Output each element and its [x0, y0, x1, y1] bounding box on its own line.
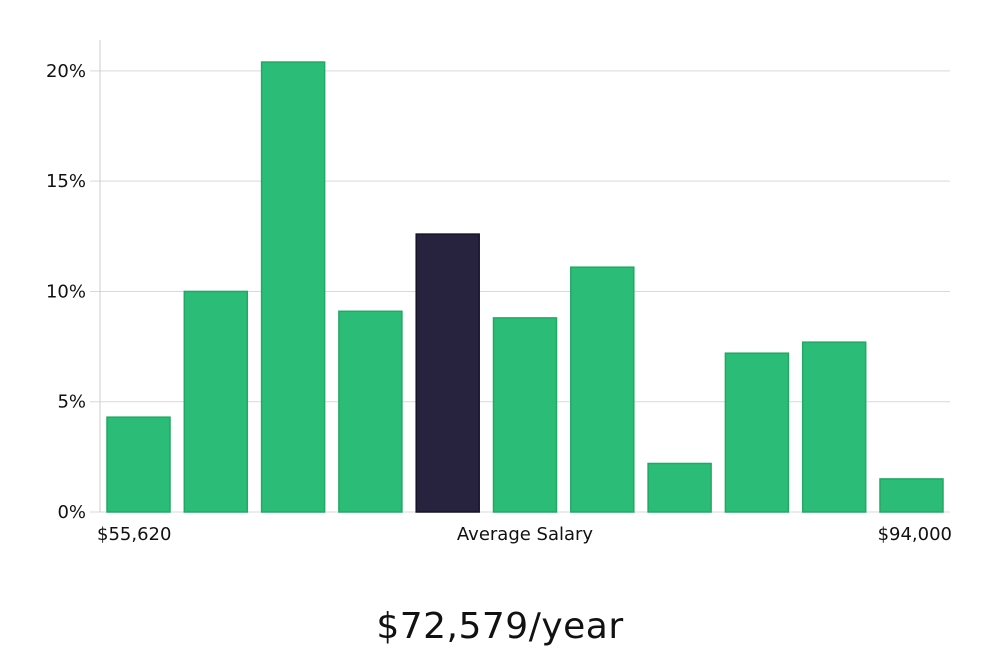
bar-9 [801, 341, 867, 513]
bar-1 [183, 290, 249, 513]
x-axis-title: Average Salary [457, 524, 594, 545]
x-max-label: $94,000 [878, 524, 952, 545]
y-tick-label-0: 0% [57, 502, 86, 523]
average-salary-value: $72,579/year [376, 606, 624, 647]
bar-average-highlight [415, 233, 480, 513]
bar-2 [260, 61, 326, 513]
bar-5 [492, 317, 558, 513]
bar-7 [647, 462, 712, 513]
bars [106, 61, 944, 513]
x-min-label: $55,620 [97, 524, 171, 545]
salary-histogram: 0% 5% 10% 15% 20% $55,620 Average Salary $94… [46, 40, 952, 545]
bar-6 [570, 266, 635, 513]
bar-10 [879, 478, 944, 513]
bar-8 [724, 352, 790, 513]
y-tick-label-15: 15% [46, 171, 86, 192]
bar-3 [338, 310, 403, 513]
y-tick-labels: 0% 5% 10% 15% 20% [46, 61, 86, 523]
y-tick-label-5: 5% [57, 392, 86, 413]
y-tick-label-10: 10% [46, 281, 86, 302]
y-tick-label-20: 20% [46, 61, 86, 82]
bar-0 [106, 416, 171, 513]
